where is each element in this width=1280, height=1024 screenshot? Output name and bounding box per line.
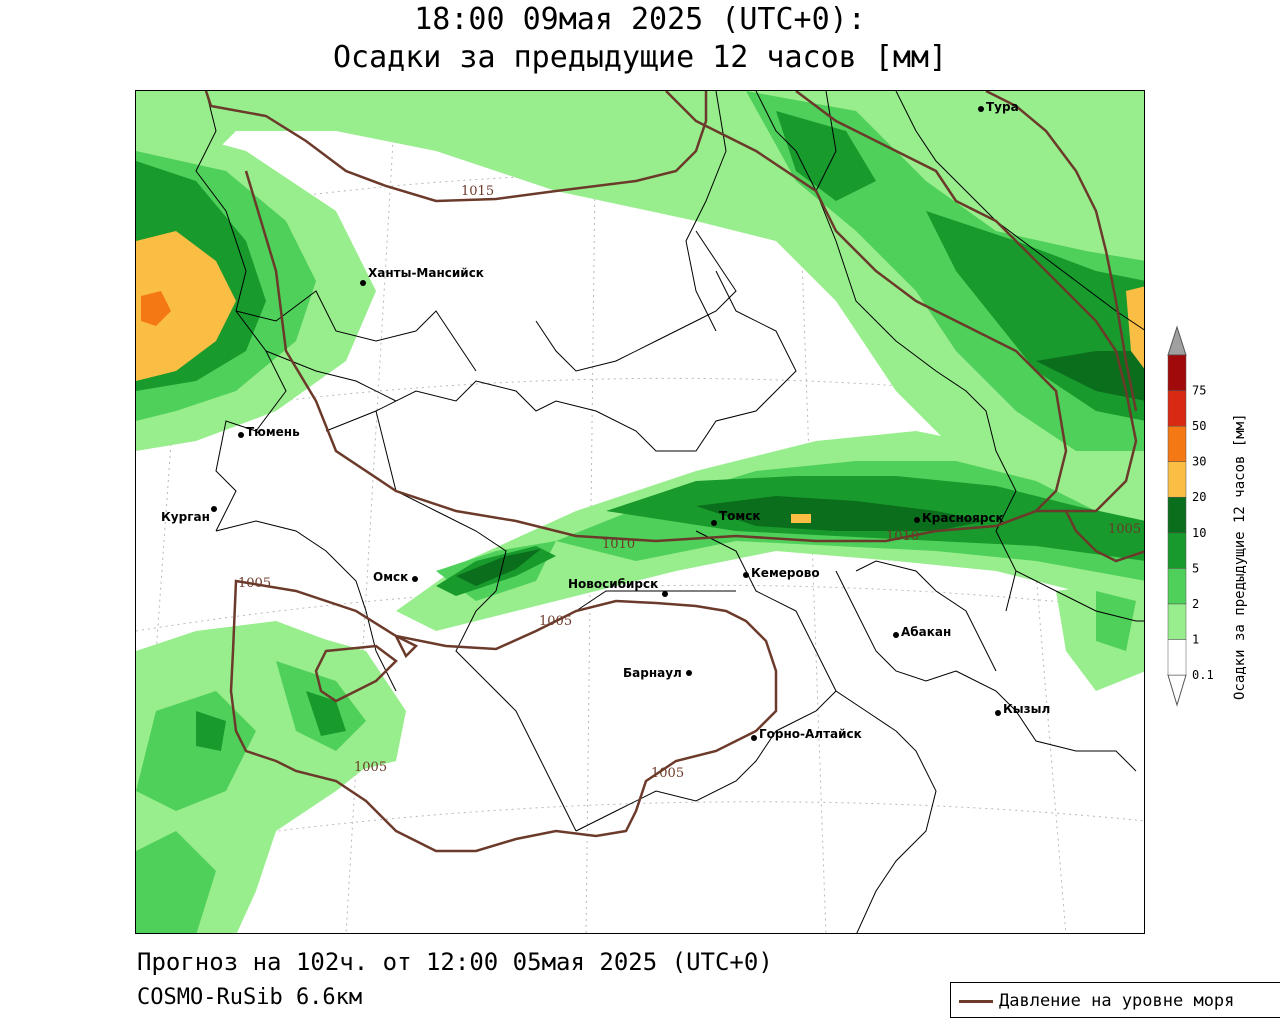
city-label: Абакан: [901, 625, 951, 639]
city-dot: [711, 520, 717, 526]
isobar-1015: [204, 91, 708, 203]
city-dot: [743, 572, 749, 578]
colorbar-top-arrow: [1167, 325, 1187, 356]
isobar-1005-east: [1064, 510, 1144, 563]
city-label: Кызыл: [1003, 702, 1050, 716]
city-dot: [751, 735, 757, 741]
isobar-label: 1005: [539, 614, 572, 629]
city-label: Барнаул: [623, 666, 682, 680]
city-label: Томск: [719, 509, 761, 523]
isobar-1005-small: [393, 633, 419, 659]
city-label: Омск: [373, 570, 408, 584]
city-dot: [978, 106, 984, 112]
forecast-info: Прогноз на 102ч. от 12:00 05мая 2025 (UT…: [137, 948, 773, 976]
colorbar: 0.1 1 2 5 10 20 30 50 75: [1160, 315, 1280, 715]
city-dot: [360, 280, 366, 286]
model-info: COSMO-RuSib 6.6км: [137, 985, 363, 1010]
city-label: Тура: [986, 100, 1019, 114]
colorbar-tick-label: 1: [1192, 632, 1199, 646]
pressure-legend: Давление на уровне моря: [950, 982, 1280, 1018]
city-dot: [238, 432, 244, 438]
city-dot: [686, 670, 692, 676]
isobar-1005-north: [985, 91, 1138, 412]
city-dot: [211, 506, 217, 512]
isobar-label: 1010: [602, 537, 635, 552]
colorbar-box: [1167, 354, 1187, 391]
colorbar-tick-label: 50: [1192, 419, 1206, 433]
map-title: 18:00 09мая 2025 (UTC+0):: [414, 2, 866, 37]
colorbar-box: [1167, 532, 1187, 569]
isobar-label: 1005: [354, 760, 387, 775]
isobar-1005-loop: [229, 579, 778, 853]
colorbar-box: [1167, 461, 1187, 498]
city-label: Новосибирск: [568, 577, 658, 591]
precipitation-map: 1015 1010 1010 1005 1005 1005 1005 1005 …: [135, 90, 1145, 934]
map-subtitle: Осадки за предыдущие 12 часов [мм]: [332, 40, 948, 75]
colorbar-bottom-arrow: [1167, 674, 1187, 707]
colorbar-box: [1167, 639, 1187, 676]
colorbar-box: [1167, 390, 1187, 427]
colorbar-tick-label: 30: [1192, 455, 1206, 469]
colorbar-boxes: [1167, 325, 1187, 707]
city-dot: [662, 591, 668, 597]
colorbar-box: [1167, 603, 1187, 640]
colorbar-tick-label: 0.1: [1192, 668, 1214, 682]
cities: Тура Ханты-Мансийск Тюмень Курган Омск Н…: [161, 100, 1050, 741]
isobar-1010-east: [795, 91, 1138, 513]
isobar-label: 1005: [1108, 522, 1141, 537]
colorbar-labels: 0.1 1 2 5 10 20 30 50 75: [1192, 384, 1214, 682]
city-label: Горно-Алтайск: [759, 727, 862, 741]
city-dot: [914, 517, 920, 523]
colorbar-box: [1167, 425, 1187, 462]
isobar-1005-inner: [314, 644, 398, 703]
colorbar-box: [1167, 496, 1187, 534]
isobar-label: 1005: [238, 576, 271, 591]
isobars: [204, 91, 1144, 853]
city-dot: [893, 632, 899, 638]
colorbar-tick-label: 10: [1192, 526, 1206, 540]
isobar-1010: [244, 91, 1068, 543]
city-label: Тюмень: [246, 425, 300, 439]
colorbar-tick-label: 75: [1192, 384, 1206, 398]
city-dot: [995, 710, 1001, 716]
city-label: Курган: [161, 510, 210, 524]
city-dot: [412, 576, 418, 582]
region-boundaries: [195, 91, 1144, 933]
colorbar-tick-label: 5: [1192, 561, 1199, 575]
colorbar-box: [1167, 568, 1187, 605]
pressure-legend-label: Давление на уровне моря: [999, 991, 1235, 1011]
city-label: Красноярск: [922, 511, 1004, 525]
isobar-labels: 1015 1010 1010 1005 1005 1005 1005 1005: [238, 184, 1141, 781]
isobar-label: 1010: [886, 529, 919, 544]
colorbar-tick-label: 20: [1192, 490, 1206, 504]
pressure-line-swatch: [959, 1000, 993, 1003]
colorbar-tick-label: 2: [1192, 597, 1199, 611]
isobar-label: 1015: [461, 184, 494, 199]
city-label: Ханты-Мансийск: [368, 266, 484, 280]
colorbar-title: Осадки за предыдущие 12 часов [мм]: [1232, 413, 1248, 700]
isobar-label: 1005: [651, 766, 684, 781]
city-label: Кемерово: [751, 566, 820, 580]
